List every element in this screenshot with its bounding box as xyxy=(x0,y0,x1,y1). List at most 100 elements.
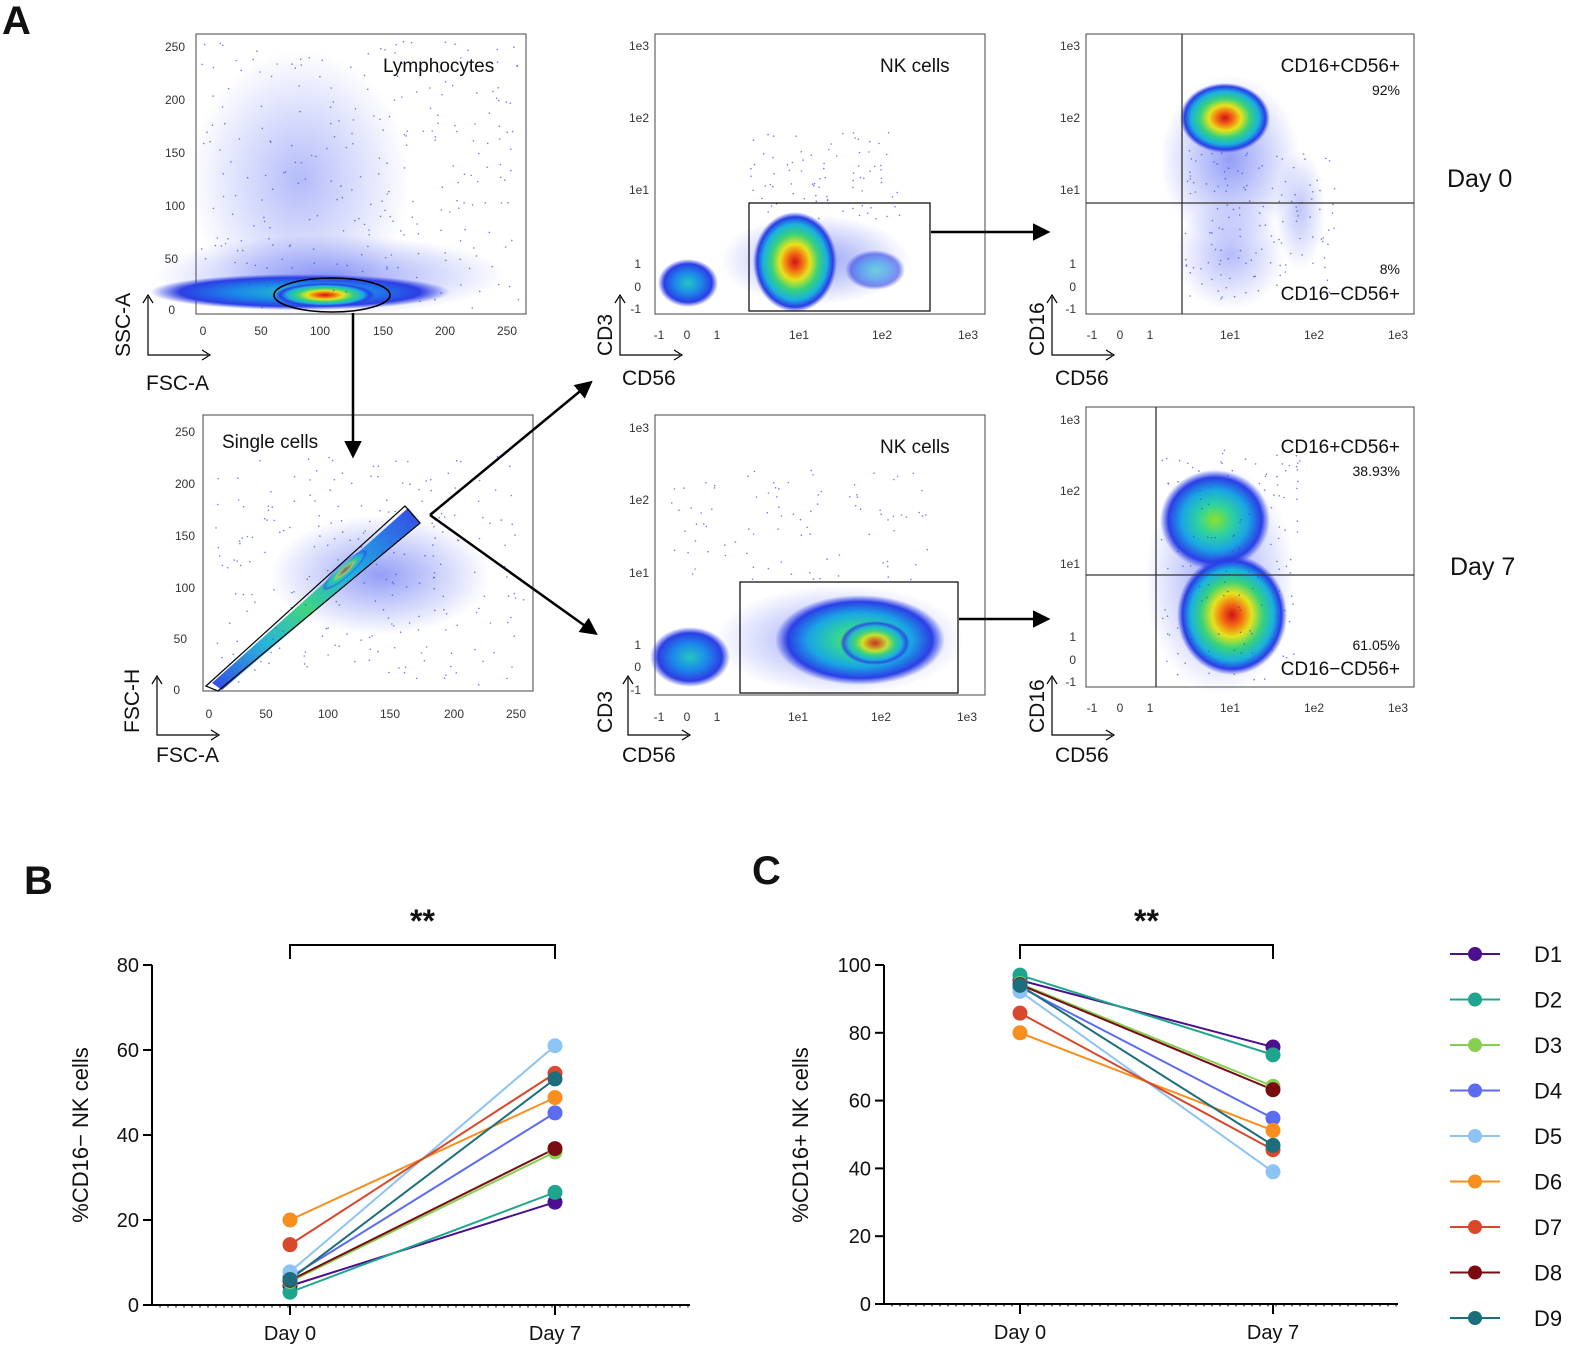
event-dot xyxy=(382,129,384,131)
event-dot xyxy=(430,478,432,481)
event-dot xyxy=(395,573,397,576)
event-dot xyxy=(463,173,466,176)
event-dot xyxy=(377,475,379,478)
event-dot xyxy=(474,123,476,125)
event-dot xyxy=(1223,664,1225,666)
event-dot xyxy=(1276,155,1278,158)
event-dot xyxy=(1297,480,1299,483)
event-dot xyxy=(398,667,400,669)
event-dot xyxy=(815,200,818,202)
event-dot xyxy=(1162,617,1164,620)
event-dot xyxy=(270,491,272,493)
event-dot xyxy=(1200,153,1203,156)
event-dot xyxy=(395,44,398,46)
event-dot xyxy=(1246,184,1248,187)
nk-gate xyxy=(739,581,959,694)
event-dot xyxy=(238,540,241,542)
legend-item-d7: D7 xyxy=(1450,1215,1562,1240)
event-dot xyxy=(1233,673,1236,676)
event-dot xyxy=(1244,188,1247,191)
event-dot xyxy=(1248,513,1251,515)
event-dot xyxy=(315,155,317,158)
event-dot xyxy=(1199,490,1201,492)
event-dot xyxy=(391,594,394,596)
event-dot xyxy=(1309,216,1311,218)
y-tick: 100 xyxy=(165,199,185,213)
event-dot xyxy=(1219,259,1222,262)
x-ticks: 0 50 100 150 200 250 xyxy=(206,707,527,721)
y-tick: 1e3 xyxy=(629,421,649,435)
event-dot xyxy=(912,472,915,475)
event-dot xyxy=(246,262,248,265)
legend-item-d6: D6 xyxy=(1450,1170,1562,1195)
x-tick: -1 xyxy=(654,328,665,342)
axis-indicator xyxy=(147,297,208,356)
event-dot xyxy=(1211,232,1213,234)
event-dot xyxy=(1227,258,1230,260)
x-tick: 0 xyxy=(684,710,691,724)
event-dot xyxy=(273,589,275,591)
event-dot xyxy=(374,600,377,602)
event-dot xyxy=(894,205,896,208)
event-dot xyxy=(684,530,686,532)
event-dot xyxy=(1292,603,1294,605)
legend-marker xyxy=(1468,1038,1482,1052)
event-dot xyxy=(1262,516,1265,518)
event-dot xyxy=(270,75,273,78)
event-dot xyxy=(338,645,341,647)
event-dot xyxy=(818,217,820,220)
event-dot xyxy=(451,84,454,87)
event-dot xyxy=(421,500,423,503)
event-dot xyxy=(1265,473,1268,476)
event-dot xyxy=(1243,186,1245,189)
event-dot xyxy=(1268,578,1271,580)
event-dot xyxy=(1312,191,1314,193)
event-dot xyxy=(905,516,908,518)
event-dot xyxy=(382,609,385,611)
event-dot xyxy=(513,635,515,637)
event-dot xyxy=(1188,487,1191,490)
event-dot xyxy=(303,663,306,665)
event-dot xyxy=(1322,237,1324,239)
event-dot xyxy=(460,284,462,286)
event-dot xyxy=(459,240,462,242)
event-dot xyxy=(1200,268,1202,270)
event-dot xyxy=(482,516,484,519)
flow-plot-single-cells: Single cells 0 50 100 150 200 250 0 50 1… xyxy=(121,414,534,767)
scatter-density xyxy=(212,455,525,690)
chart-series-lines xyxy=(289,1044,556,1294)
event-dot xyxy=(1328,229,1330,231)
y-tick-label: 60 xyxy=(117,1040,139,1062)
quadrant-lower-label: CD16−CD56+ xyxy=(1281,659,1400,680)
event-dot xyxy=(405,586,408,588)
event-dot xyxy=(341,196,344,199)
event-dot xyxy=(873,472,875,475)
event-dot xyxy=(271,188,274,190)
event-dot xyxy=(868,533,871,536)
x-tick: 1 xyxy=(714,328,721,342)
chart-series-points xyxy=(282,1038,563,1300)
event-dot xyxy=(387,617,390,619)
event-dot xyxy=(1218,227,1220,229)
x-tick: 0 xyxy=(200,324,207,338)
x-tick: -1 xyxy=(654,710,665,724)
data-point-d5 xyxy=(547,1038,563,1054)
event-dot xyxy=(1261,165,1263,167)
event-dot xyxy=(773,481,775,484)
event-dot xyxy=(747,475,749,478)
event-dot xyxy=(776,496,778,498)
event-dot xyxy=(800,534,803,536)
event-dot xyxy=(425,480,428,482)
event-dot xyxy=(683,487,685,489)
event-dot xyxy=(1190,638,1193,641)
event-dot xyxy=(496,61,499,63)
event-dot xyxy=(853,484,856,486)
event-dot xyxy=(859,176,862,179)
event-dot xyxy=(810,469,812,472)
event-dot xyxy=(1238,214,1241,216)
event-dot xyxy=(1281,463,1284,465)
event-dot xyxy=(304,651,307,653)
event-dot xyxy=(1240,519,1242,521)
event-dot xyxy=(249,560,251,563)
event-dot xyxy=(372,465,375,468)
